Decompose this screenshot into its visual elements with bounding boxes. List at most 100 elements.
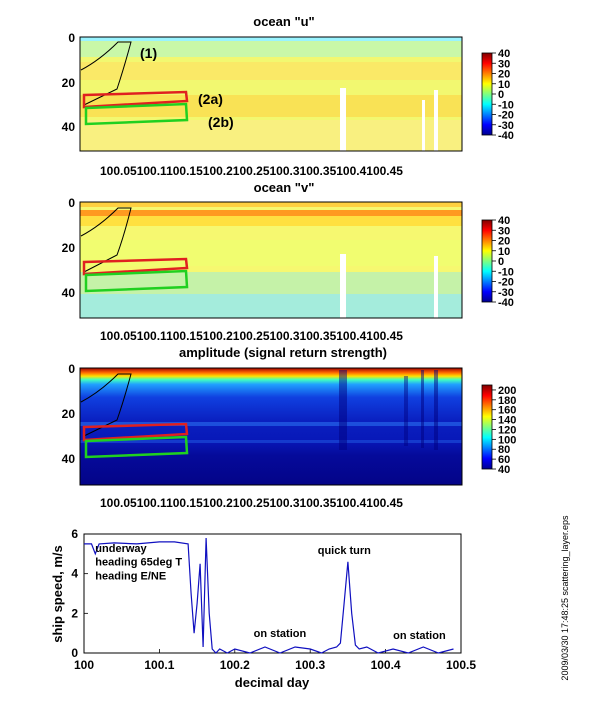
colorbar-tick-label: 200	[498, 385, 516, 397]
speed-xtick-label: 100.2	[220, 658, 250, 672]
amp-region-2b-outline	[84, 435, 189, 459]
panel-u-frame	[79, 36, 463, 152]
amp-region-2a-outline	[82, 422, 189, 442]
speed-xtick-label: 100.5	[446, 658, 476, 672]
amp-xtick-labels: 100.05100.1100.15100.2100.25100.3100.351…	[100, 496, 403, 510]
v-layer-deep	[80, 294, 462, 318]
u-label-2b: (2b)	[208, 114, 234, 130]
speed-ytick-label: 0	[71, 646, 78, 660]
speed-annotation-label: heading E/NE	[95, 571, 166, 583]
u-gap-1	[340, 88, 346, 151]
colorbar-tick-label: 30	[498, 225, 510, 237]
speed-annotation-label: on station	[393, 630, 446, 642]
amp-dark-2	[404, 376, 408, 446]
colorbar-tick-label: 80	[498, 444, 510, 456]
colorbar-tick-label: 10	[498, 79, 510, 91]
colorbar-tick-label: 20	[498, 236, 510, 248]
speed-annotation-label: quick turn	[318, 545, 371, 557]
panel-u-annotation-shapes	[80, 41, 189, 126]
speed-ylabel: ship speed, m/s	[50, 545, 65, 643]
panel-v-title: ocean "v"	[254, 180, 315, 195]
panel-amp-heatmap	[80, 368, 462, 485]
colorbar-tick-label: -40	[498, 130, 514, 142]
panel-ocean-u: ocean "u" (1) (2a) (2b) 100.05100.1100.1…	[62, 14, 514, 178]
u-region-1-outline	[80, 41, 132, 106]
speed-annotation-label: on station	[254, 628, 307, 640]
colorbar-tick-label: -30	[498, 120, 514, 132]
amp-y-ticks: 0 20 40	[62, 362, 76, 466]
colorbar-tick-label: 40	[498, 215, 510, 227]
v-y-ticks: 0 20 40	[62, 196, 76, 300]
v-layer-yellow	[80, 216, 462, 226]
amp-ytick-20: 20	[62, 407, 76, 421]
u-y-ticks: 0 20 40	[62, 31, 76, 134]
panel-amp-annotation-shapes	[80, 373, 189, 459]
v-region-2a-outline	[82, 257, 189, 276]
colorbar-tick-label: 160	[498, 405, 516, 417]
colorbar-tick-label: 0	[498, 89, 504, 101]
colorbar-tick-label: 10	[498, 246, 510, 258]
v-xtick-labels: 100.05100.1100.15100.2100.25100.3100.351…	[100, 329, 403, 343]
speed-annotation-label: underway	[95, 543, 147, 555]
colorbar-tick-label: -10	[498, 266, 514, 278]
v-colorbar-gradient	[481, 219, 493, 303]
u-label-2a: (2a)	[198, 91, 223, 107]
colorbar-tick-label: 20	[498, 69, 510, 81]
colorbar-tick-label: -30	[498, 287, 514, 299]
speed-annotation-label: heading 65deg T	[95, 557, 182, 569]
speed-xtick-label: 100.1	[144, 658, 174, 672]
footer-timestamp: 2009/03/30 17:48:25 scattering_layer.eps	[560, 515, 570, 681]
v-region-2b-outline	[84, 269, 189, 293]
u-ytick-20: 20	[62, 76, 76, 90]
amp-colorbar-gradient	[481, 384, 493, 470]
colorbar-tick-label: 40	[498, 48, 510, 60]
v-ytick-0: 0	[68, 196, 75, 210]
colorbar-tick-label: -20	[498, 110, 514, 122]
colorbar-tick-label: 140	[498, 415, 516, 427]
amp-base	[80, 368, 462, 485]
speed-xlabel: decimal day	[235, 675, 310, 690]
panel-amp-frame	[79, 367, 463, 486]
panel-u-title: ocean "u"	[253, 14, 314, 29]
v-region-1-outline	[80, 207, 132, 273]
u-xtick-labels: 100.05100.1100.15100.2100.25100.3100.351…	[100, 164, 403, 178]
u-region-2a-outline	[82, 90, 189, 109]
u-gap-2	[434, 90, 438, 151]
panel-amplitude: amplitude (signal return strength) 100.0…	[62, 345, 517, 510]
v-layer-mid	[80, 240, 462, 266]
u-gap-3	[422, 100, 425, 151]
v-layer-orange	[80, 210, 462, 216]
amp-ytick-40: 40	[62, 452, 76, 466]
amp-ytick-0: 0	[68, 362, 75, 376]
amp-band-25	[80, 422, 462, 426]
v-gap-2	[434, 256, 438, 318]
speed-series-line	[84, 537, 454, 654]
u-layer-mid	[80, 62, 462, 80]
u-layer-top	[80, 37, 462, 41]
speed-axis-ticks: 100 100.1 100.2 100.3 100.4 100.5 0 2 4 6	[71, 527, 476, 672]
speed-xtick-label: 100.3	[295, 658, 325, 672]
amp-dark-3	[421, 370, 424, 448]
v-ytick-20: 20	[62, 241, 76, 255]
panel-ship-speed: 100 100.1 100.2 100.3 100.4 100.5 0 2 4 6 underwa…	[50, 527, 476, 690]
v-layer-cyan	[80, 272, 462, 294]
v-ytick-40: 40	[62, 286, 76, 300]
u-colorbar-gradient	[481, 52, 493, 136]
u-ytick-0: 0	[68, 31, 75, 45]
colorbar-tick-label: 120	[498, 424, 516, 436]
panel-amp-title: amplitude (signal return strength)	[179, 345, 387, 360]
colorbar-tick-label: 100	[498, 434, 516, 446]
colorbar-tick-label: 30	[498, 58, 510, 70]
speed-xtick-label: 100	[74, 658, 94, 672]
colorbar-tick-label: -10	[498, 99, 514, 111]
u-layer-shallow	[80, 41, 462, 57]
amp-dark-1	[339, 370, 347, 450]
u-layer-bottom	[80, 120, 462, 151]
